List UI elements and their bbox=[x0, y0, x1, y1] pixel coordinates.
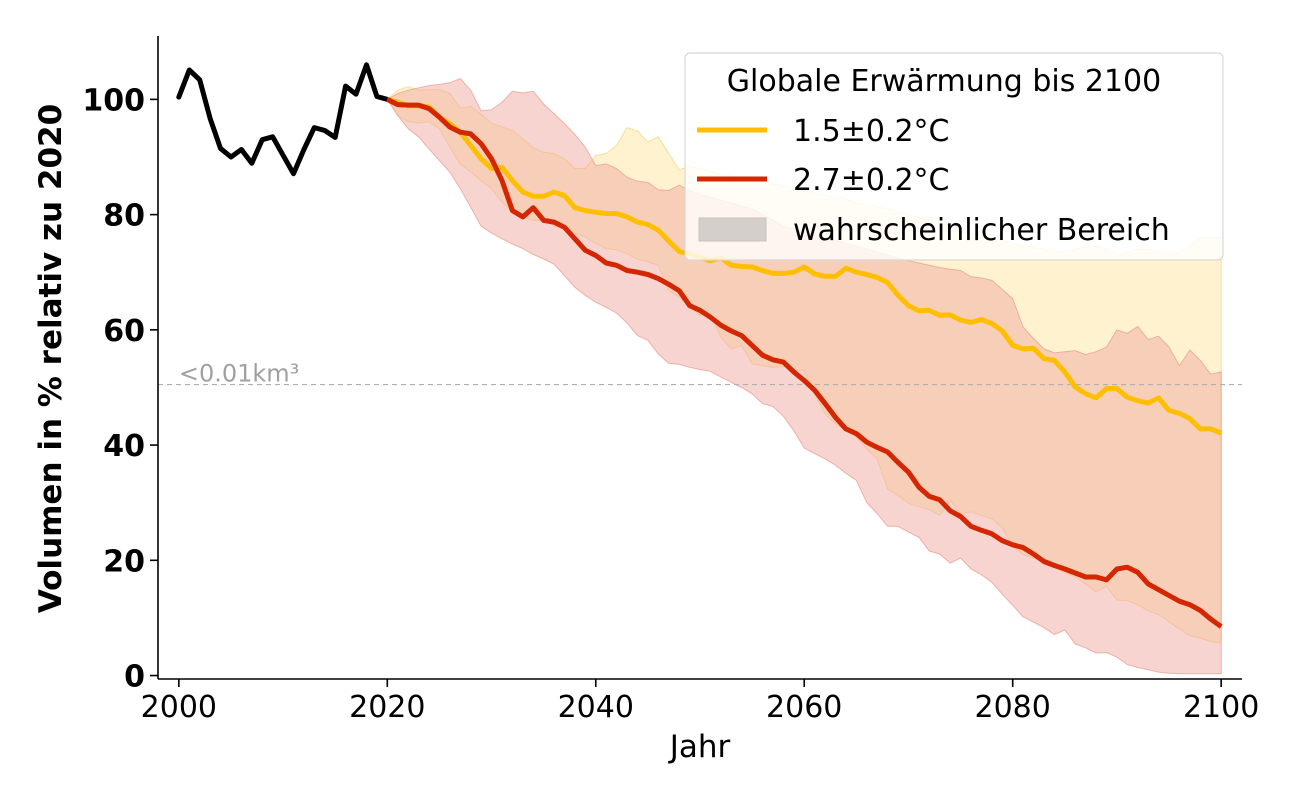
uncertainty-bands bbox=[386, 78, 1222, 675]
legend-box bbox=[684, 52, 1224, 261]
x-tick-label: 2000 bbox=[141, 690, 217, 725]
x-tick-label: 2100 bbox=[1183, 690, 1259, 725]
legend: Globale Erwärmung bis 2100 1.5±0.2°C 2.7… bbox=[684, 52, 1224, 261]
legend-label-2-7c: 2.7±0.2°C bbox=[793, 163, 950, 198]
historical-line bbox=[176, 62, 390, 177]
series-lines bbox=[176, 62, 1223, 629]
y-tick-label: 40 bbox=[103, 429, 145, 464]
legend-label-1-5c: 1.5±0.2°C bbox=[793, 114, 950, 149]
x-tick-label: 2080 bbox=[975, 690, 1051, 725]
y-tick-label: 20 bbox=[103, 544, 145, 579]
x-axis-label: Jahr bbox=[668, 729, 731, 765]
likely-range-band-2-7c bbox=[386, 78, 1222, 675]
x-tick-label: 2020 bbox=[349, 690, 425, 725]
y-axis-label: Volumen in % relativ zu 2020 bbox=[33, 104, 69, 613]
y-tick-label: 100 bbox=[82, 83, 145, 118]
x-ticks: 2000 2020 2040 2060 2080 2100 bbox=[141, 679, 1259, 725]
y-tick-label: 0 bbox=[124, 660, 145, 695]
y-ticks: 0 20 40 60 80 100 bbox=[82, 83, 158, 695]
legend-swatch-likely-range bbox=[698, 217, 767, 242]
y-tick-label: 60 bbox=[103, 314, 145, 349]
series-line-2-7c bbox=[386, 97, 1223, 629]
x-tick-label: 2060 bbox=[766, 690, 842, 725]
x-tick-label: 2040 bbox=[558, 690, 634, 725]
threshold-group: <0.01km³ bbox=[158, 360, 1242, 388]
y-tick-label: 80 bbox=[103, 199, 145, 234]
legend-label-likely-range: wahrscheinlicher Bereich bbox=[793, 213, 1170, 248]
legend-title: Globale Erwärmung bis 2100 bbox=[727, 64, 1161, 99]
threshold-label: <0.01km³ bbox=[179, 360, 299, 388]
series-line-1-5c bbox=[386, 96, 1223, 436]
